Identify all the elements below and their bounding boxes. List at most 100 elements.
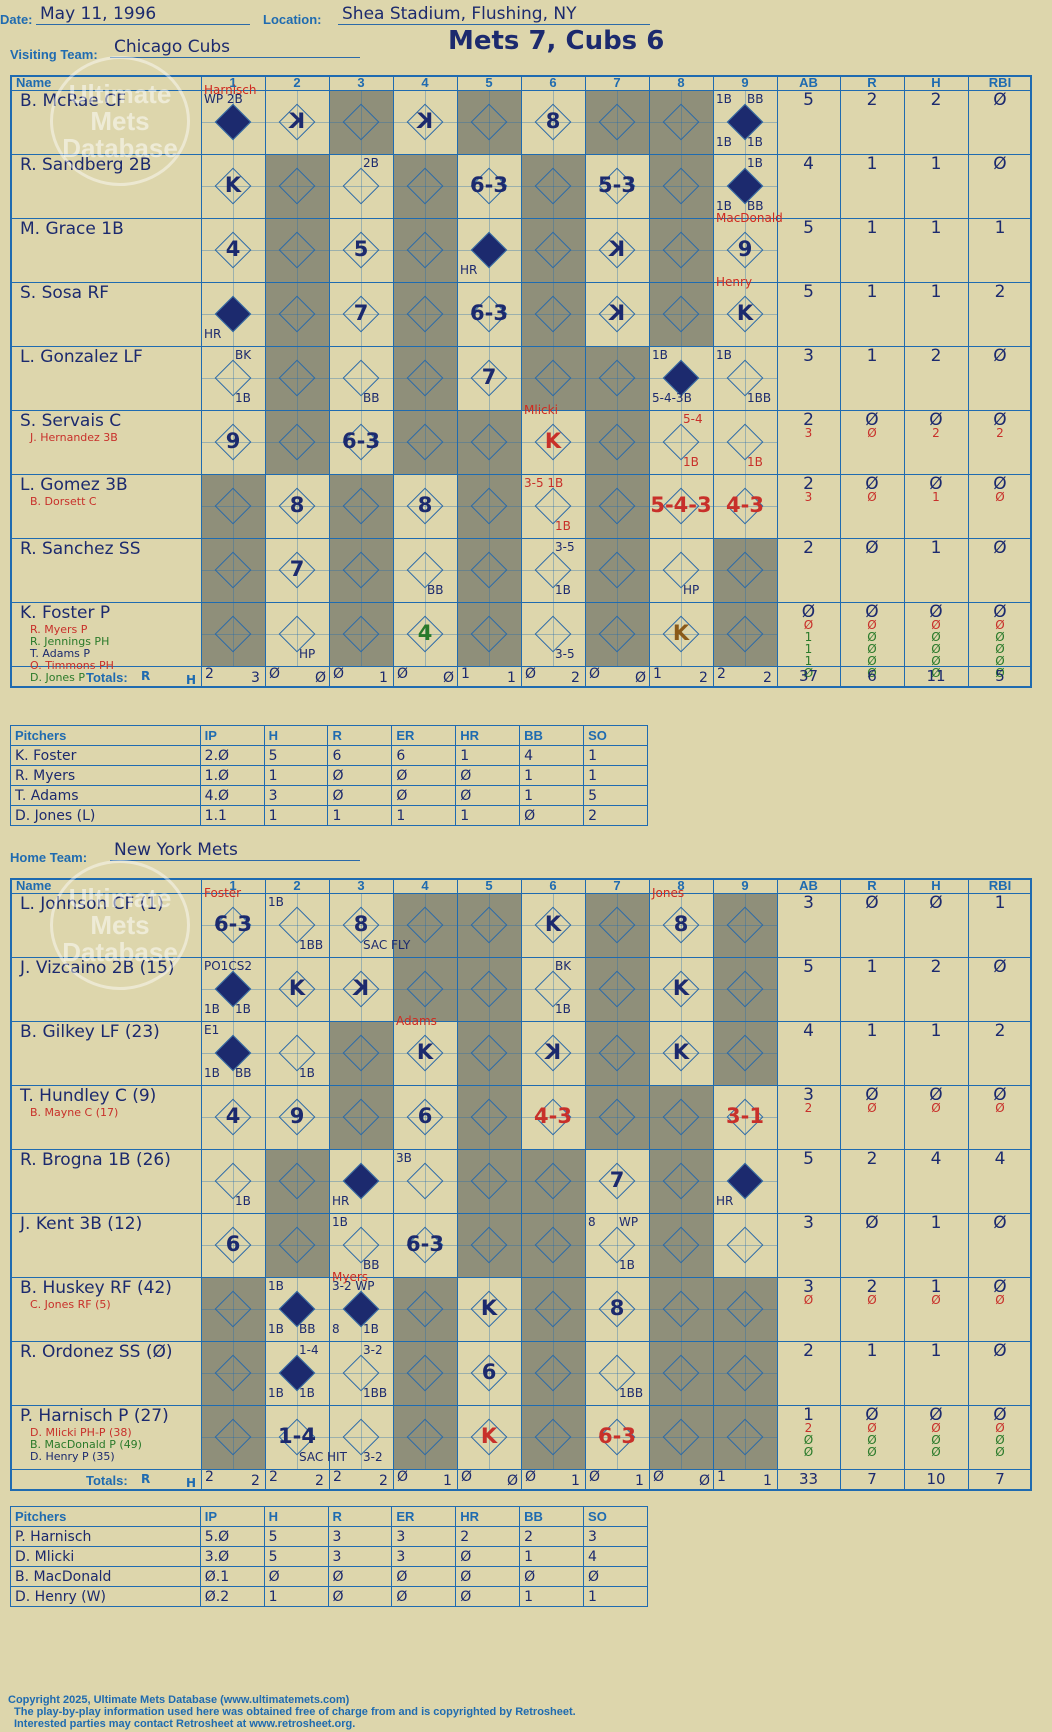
shaded-cell (201, 1405, 265, 1469)
stat-rbi: 4 (994, 1149, 1006, 1169)
stat-h: Ø (929, 602, 943, 622)
grid-line (425, 538, 426, 602)
play-note: SAC FLY (363, 938, 411, 952)
stat-ab: Ø (803, 1445, 814, 1459)
inning-runs: 2 (269, 1469, 278, 1485)
pitcher-stat: Ø (455, 1566, 521, 1587)
grid-line (617, 218, 618, 282)
grid-line (681, 1405, 682, 1469)
column-header: 8 (677, 75, 685, 90)
grid-line (361, 410, 362, 474)
stat-ab: 1 (804, 654, 813, 668)
column-header: 2 (293, 75, 301, 90)
home-team-label: Home Team: (10, 850, 88, 865)
shaded-cell (585, 957, 649, 1021)
substitute-name: D. Mlicki PH-P (38) (30, 1426, 132, 1439)
play-result: K (544, 912, 562, 936)
stat-ab: Ø (803, 666, 814, 680)
stat-ab: 2 (804, 1101, 813, 1115)
play-note: 1B (683, 455, 699, 469)
play-result: 6-3 (470, 301, 508, 325)
stat-ab: 2 (803, 538, 814, 558)
grid-line (393, 186, 457, 187)
grid-line (10, 957, 1032, 958)
grid-line (329, 878, 330, 1491)
stat-r: 1 (866, 957, 878, 977)
grid-line (521, 442, 585, 443)
grid-line (489, 474, 490, 538)
shaded-cell (585, 1085, 649, 1149)
grid-line (585, 314, 649, 315)
grid-line (521, 1437, 585, 1438)
stat-r: 2 (866, 90, 878, 110)
stat-r: Ø (865, 410, 879, 430)
shaded-cell (713, 602, 777, 666)
play-note: HP (299, 647, 316, 661)
inning-runs: Ø (653, 1469, 665, 1485)
grid-line (553, 538, 554, 602)
grid-line (425, 1277, 426, 1341)
visitors-pitchers-table: Pitchers IP H R ER HR BB SO K. Foster 2.Ø 5 6 6 1 4 1 R.… (10, 725, 648, 826)
stat-ab: 3 (803, 1277, 814, 1297)
grid-line (585, 506, 649, 507)
grid-line (489, 90, 490, 154)
grid-line (361, 346, 362, 410)
grid-line (649, 1245, 713, 1246)
grid-line (489, 154, 490, 218)
stat-rbi: Ø (995, 666, 1005, 680)
stat-h: 2 (930, 90, 942, 110)
grid-line (585, 378, 649, 379)
home-pitchers-table: Pitchers IP H R ER HR BB SO P. Harnisch 5.Ø 5 3 3 2 2 3… (10, 1506, 648, 1607)
play-note: BB (747, 199, 764, 213)
shaded-cell (265, 154, 329, 218)
play-result: K (480, 1424, 498, 1448)
grid-line (457, 506, 521, 507)
inning-hits: 2 (763, 670, 772, 686)
inning-hits: 2 (315, 1473, 324, 1489)
pitcher-stat: Ø (391, 785, 457, 806)
pitcher-stat: Ø (327, 1566, 393, 1587)
grid-line (553, 893, 554, 957)
stat-ab: Ø (801, 602, 816, 622)
grid-line (425, 90, 426, 154)
grid-line (904, 75, 905, 688)
play-result: 4 (225, 1104, 241, 1128)
grid-line (361, 1405, 362, 1469)
play-result: K (288, 109, 306, 133)
grid-line (297, 218, 298, 282)
grid-line (425, 1149, 426, 1213)
grid-line (617, 1341, 618, 1405)
shaded-cell (393, 346, 457, 410)
grid-line (329, 506, 393, 507)
play-result: 1-4 (278, 1424, 316, 1448)
stat-r: Ø (867, 1433, 877, 1447)
shaded-cell (457, 1085, 521, 1149)
substitute-name: C. Jones RF (5) (30, 1298, 111, 1311)
grid-line (553, 957, 554, 1021)
play-result: 7 (289, 557, 305, 581)
grid-line (553, 1021, 554, 1085)
grid-line (713, 1117, 777, 1118)
shaded-cell (713, 538, 777, 602)
play-note: WP (619, 1215, 639, 1229)
play-note: 1B (747, 156, 763, 170)
grid-line (201, 925, 265, 926)
stat-rbi: Ø (993, 90, 1007, 110)
shaded-cell (649, 154, 713, 218)
grid-line (361, 957, 362, 1021)
grid-line (713, 989, 777, 990)
grid-line (649, 506, 713, 507)
grid-line (681, 602, 682, 666)
grid-line (361, 893, 362, 957)
grid-line (649, 1437, 713, 1438)
stat-h: Ø (929, 410, 943, 430)
player-name: J. Kent 3B (12) (20, 1214, 143, 1234)
pitcher-name: D. Mlicki (10, 1546, 201, 1567)
stat-rbi: Ø (993, 1277, 1007, 1297)
play-note: 3B (396, 1151, 412, 1165)
footer-contact: Interested parties may contact Retroshee… (14, 1718, 356, 1730)
pitcher-change-note: Mlicki (524, 403, 558, 417)
inning-runs: Ø (397, 1469, 409, 1485)
play-result: 4-3 (534, 1104, 572, 1128)
pitcher-stat: 1 (519, 785, 585, 806)
